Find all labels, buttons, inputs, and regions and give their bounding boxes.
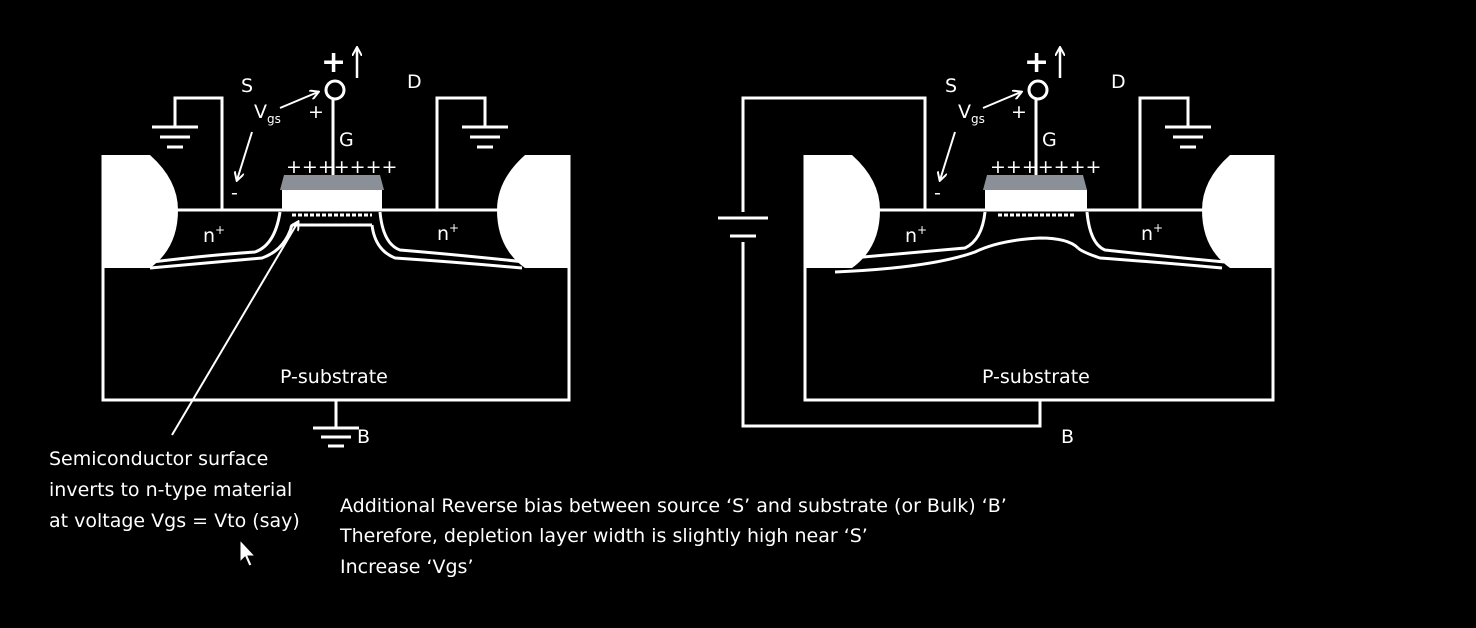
right-n-well-source [851,211,987,260]
left-drain-wire [435,96,487,210]
right-source-contact [805,155,880,268]
left-plus-big: + [321,45,346,80]
left-minus-small: - [231,182,238,204]
left-vgs-arrow-source [237,131,253,180]
left-depletion-source [149,224,294,270]
left-gate-oxide [280,175,384,190]
left-gate-label: G [339,129,354,151]
left-n-source-label: n+ [203,223,225,247]
right-depletion-source [834,236,1080,274]
caption-line-3: Increase ‘Vgs’ [340,556,473,578]
right-plus-big: + [1024,45,1049,80]
right-plus-small: + [1011,101,1027,123]
left-mosfet [101,48,571,448]
left-n-drain-label: n+ [437,221,459,245]
right-drain-label: D [1111,71,1126,93]
right-depletion-drain [1076,246,1223,270]
left-source-wire [173,96,224,210]
right-vgs-arrow-gate [982,92,1021,109]
right-gate-electrode [985,190,1087,209]
left-source-contact [103,155,178,268]
left-note-line-1: Semiconductor surface [49,448,268,470]
left-note-line-2: inverts to n-type material [49,479,292,501]
left-vgs-arrow-gate [279,92,318,109]
left-gate-terminal [324,79,346,101]
right-mosfet [718,48,1275,428]
right-minus-small: - [934,182,941,204]
left-gate-charges: +++++++ [286,156,397,178]
left-depletion-drain [370,224,523,270]
left-drain-label: D [407,71,422,93]
right-substrate-label: P-substrate [982,366,1090,388]
left-drain-contact [497,155,569,268]
right-gate-oxide [983,175,1087,190]
right-gate-charges: +++++++ [990,156,1101,178]
left-source-label: S [241,75,253,97]
right-n-well-drain [1085,211,1226,264]
right-drain-contact [1202,155,1273,268]
left-plus-small: + [308,101,324,123]
right-n-source-label: n+ [905,223,927,247]
right-bulk-wire [741,242,1042,428]
left-vgs-label: Vgs [254,101,281,126]
left-note-line-3: at voltage Vgs = Vto (say) [49,510,300,532]
left-n-well-source [151,211,282,264]
right-source-wire [741,96,927,212]
left-n-well-drain [378,211,526,264]
left-substrate-label: P-substrate [280,366,388,388]
right-n-drain-label: n+ [1141,221,1163,245]
right-vgs-label: Vgs [958,101,985,126]
right-vgs-arrow-source [940,131,956,180]
right-gate-terminal [1027,79,1049,101]
mouse-cursor-icon [239,538,257,567]
left-note-arrow [171,222,298,436]
caption-line-1: Additional Reverse bias between source ‘… [340,495,1007,517]
caption-line-2: Therefore, depletion layer width is slig… [339,525,868,547]
left-gate-electrode [282,190,382,209]
right-drain-wire [1138,96,1190,210]
right-bulk-label: B [1061,426,1074,448]
right-gate-label: G [1042,129,1057,151]
right-source-label: S [945,75,957,97]
left-bulk-label: B [357,426,370,448]
